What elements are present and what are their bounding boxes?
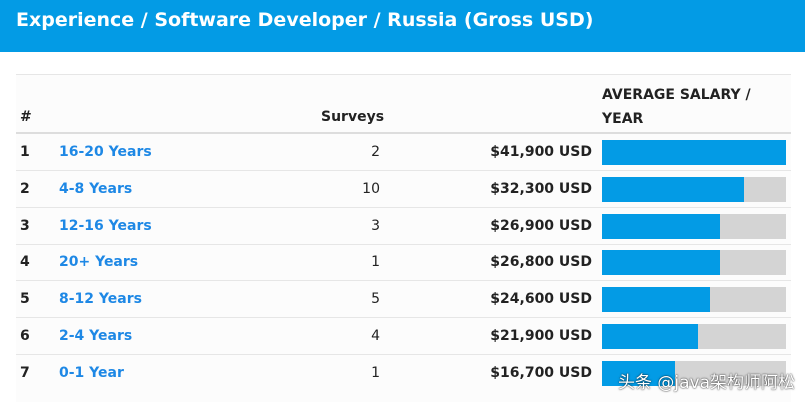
- salary-bar-track: [602, 250, 786, 275]
- salary-cell: $21,900 USD: [490, 328, 592, 344]
- table-row: 6 2-4 Years 4 $21,900 USD: [16, 318, 791, 355]
- surveys-column-header: Surveys: [321, 109, 384, 125]
- salary-bar-track: [602, 324, 786, 349]
- salary-cell: $26,800 USD: [490, 254, 592, 270]
- surveys-cell: 1: [371, 254, 380, 270]
- table-row: 1 16-20 Years 2 $41,900 USD: [16, 134, 791, 171]
- rank-column-header: #: [20, 109, 32, 125]
- salary-cell: $26,900 USD: [490, 218, 592, 234]
- page-title: Experience / Software Developer / Russia…: [16, 9, 593, 31]
- rank-cell: 4: [20, 254, 30, 270]
- salary-cell: $24,600 USD: [490, 291, 592, 307]
- salary-bar-fill: [602, 324, 698, 349]
- salary-cell: $32,300 USD: [490, 181, 592, 197]
- salary-bar-track: [602, 214, 786, 239]
- salary-cell: $41,900 USD: [490, 144, 592, 160]
- salary-bar-fill: [602, 287, 710, 312]
- experience-link[interactable]: 20+ Years: [59, 254, 138, 270]
- salary-bar-fill: [602, 214, 720, 239]
- rank-cell: 1: [20, 144, 30, 160]
- experience-link[interactable]: 0-1 Year: [59, 365, 124, 381]
- table-row: 5 8-12 Years 5 $24,600 USD: [16, 281, 791, 318]
- experience-link[interactable]: 4-8 Years: [59, 181, 132, 197]
- avg-salary-column-header: AVERAGE SALARY / YEAR: [602, 83, 777, 131]
- surveys-cell: 2: [371, 144, 380, 160]
- salary-bar-track: [602, 177, 786, 202]
- header-gap: [0, 52, 805, 74]
- salary-bar-fill: [602, 250, 720, 275]
- surveys-cell: 1: [371, 365, 380, 381]
- rank-cell: 7: [20, 365, 30, 381]
- salary-bar-fill: [602, 140, 786, 165]
- page-header: Experience / Software Developer / Russia…: [0, 0, 805, 52]
- salary-table: # Surveys AVERAGE SALARY / YEAR 1 16-20 Y…: [16, 74, 791, 402]
- rank-cell: 6: [20, 328, 30, 344]
- table-row: 4 20+ Years 1 $26,800 USD: [16, 244, 791, 281]
- surveys-cell: 10: [362, 181, 380, 197]
- surveys-cell: 5: [371, 291, 380, 307]
- experience-link[interactable]: 16-20 Years: [59, 144, 152, 160]
- salary-cell: $16,700 USD: [490, 365, 592, 381]
- rank-cell: 3: [20, 218, 30, 234]
- salary-bar-track: [602, 140, 786, 165]
- table-row: 2 4-8 Years 10 $32,300 USD: [16, 171, 791, 208]
- salary-bar-track: [602, 287, 786, 312]
- rank-cell: 5: [20, 291, 30, 307]
- surveys-cell: 4: [371, 328, 380, 344]
- surveys-cell: 3: [371, 218, 380, 234]
- salary-bar-fill: [602, 177, 744, 202]
- experience-link[interactable]: 12-16 Years: [59, 218, 152, 234]
- table-header: # Surveys AVERAGE SALARY / YEAR: [16, 75, 791, 134]
- rank-cell: 2: [20, 181, 30, 197]
- experience-link[interactable]: 8-12 Years: [59, 291, 142, 307]
- watermark: 头条 @java架构师阿松: [618, 368, 795, 393]
- table-row: 3 12-16 Years 3 $26,900 USD: [16, 208, 791, 245]
- experience-link[interactable]: 2-4 Years: [59, 328, 132, 344]
